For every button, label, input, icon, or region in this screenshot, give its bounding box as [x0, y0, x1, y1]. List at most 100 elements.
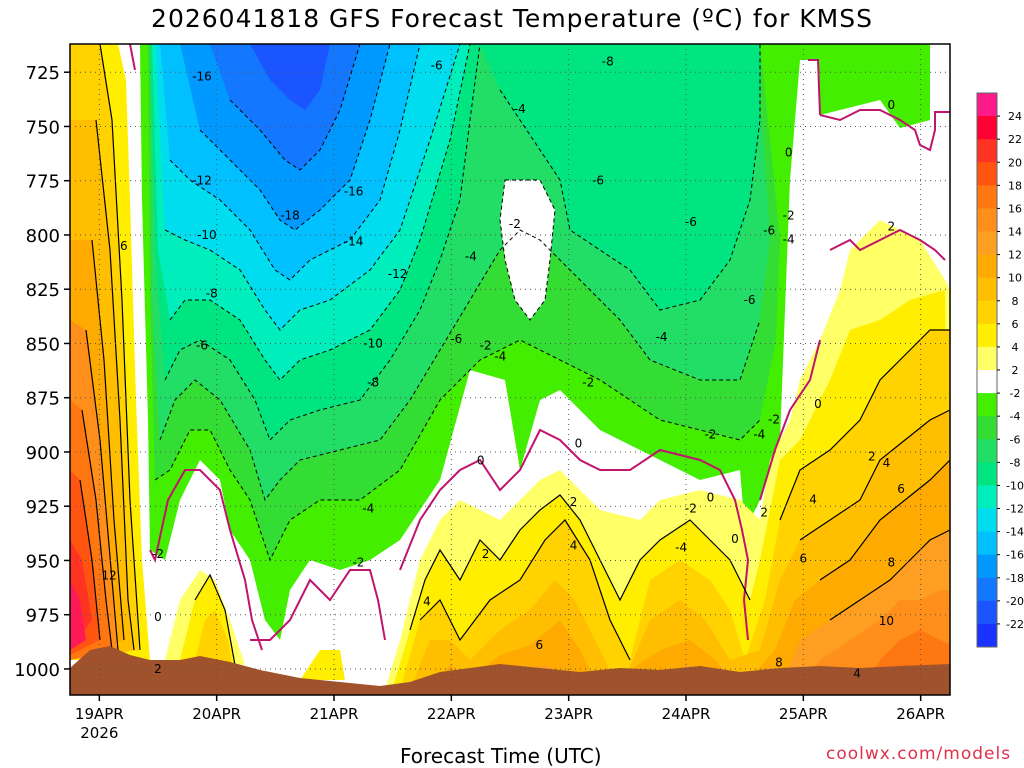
- colorbar-label: -16: [1006, 549, 1024, 562]
- x-tick-label: 25APR: [779, 705, 828, 723]
- contour-label: 2: [482, 547, 490, 561]
- contour-label: 2: [888, 219, 896, 233]
- colorbar-label: -12: [1006, 503, 1024, 516]
- x-tick-label: 22APR: [427, 705, 476, 723]
- contour-label: 0: [477, 454, 485, 468]
- colorbar-label: 20: [1008, 156, 1022, 169]
- colorbar-label: -10: [1006, 479, 1024, 492]
- colorbar-label: -2: [1010, 387, 1021, 400]
- chart-title: 2026041818 GFS Forecast Temperature (ºC)…: [151, 4, 873, 33]
- colorbar-swatch: [977, 162, 997, 186]
- contour-label: -4: [675, 540, 687, 554]
- colorbar-label: 22: [1008, 133, 1022, 146]
- contour-label: -4: [494, 349, 506, 363]
- x-tick-label: 24APR: [662, 705, 711, 723]
- y-axis: 725 750 775 800 825 850 875 900 925 950 975 1000: [14, 63, 70, 681]
- contour-label: -2: [352, 556, 364, 570]
- colorbar-swatch: [977, 577, 997, 602]
- y-tick-label: 1000: [14, 660, 60, 681]
- colorbar-swatch: [977, 600, 997, 625]
- colorbar-label: -6: [1010, 433, 1021, 446]
- contour-label: 6: [800, 551, 808, 565]
- contour-label: -4: [783, 232, 795, 246]
- contour-label: -6: [431, 59, 443, 73]
- contour-label: 8: [888, 556, 896, 570]
- colorbar-swatch: [977, 277, 997, 302]
- colorbar-label: -18: [1006, 572, 1024, 585]
- contour-label: -2: [783, 208, 795, 222]
- colorbar-swatch: [977, 416, 997, 440]
- contour-label: 6: [536, 638, 544, 652]
- colorbar-swatch: [977, 254, 997, 279]
- contour-label: -4: [514, 102, 526, 116]
- contour-label: 4: [883, 456, 891, 470]
- colorbar-label: -8: [1010, 456, 1021, 469]
- contour-label: 12: [101, 569, 116, 583]
- contour-label: 6: [120, 239, 128, 253]
- contour-label: -18: [280, 208, 300, 222]
- contour-label: 0: [707, 491, 715, 505]
- contour-label: -4: [656, 330, 668, 344]
- colorbar-swatch: [977, 508, 997, 533]
- contour-label: -6: [744, 293, 756, 307]
- y-tick-label: 950: [26, 551, 60, 572]
- colorbar-label: 2: [1012, 364, 1019, 377]
- contour-label: 4: [423, 595, 431, 609]
- contour-label: -14: [344, 234, 364, 248]
- colorbar-swatch: [977, 346, 997, 371]
- y-tick-label: 800: [26, 226, 60, 247]
- contour-label: -4: [753, 428, 765, 442]
- y-tick-label: 775: [26, 172, 60, 193]
- x-tick-label: 26APR: [896, 705, 945, 723]
- colorbar-label: 6: [1012, 318, 1019, 331]
- contour-label: 2: [760, 506, 768, 520]
- colorbar-swatch: [977, 323, 997, 348]
- x-tick-label: 23APR: [544, 705, 593, 723]
- colorbar-swatch: [977, 185, 997, 209]
- zero-contours: [129, 44, 950, 651]
- contour-label: -2: [685, 501, 697, 515]
- cold-contours: [154, 44, 761, 562]
- colorbar-label: -14: [1006, 526, 1024, 539]
- y-tick-label: 725: [26, 63, 60, 84]
- contour-label: -6: [763, 224, 775, 238]
- colorbar-swatch: [977, 300, 997, 325]
- contour-label: -12: [192, 174, 212, 188]
- contour-label: 4: [853, 666, 861, 680]
- colorbar-swatch: [977, 462, 997, 486]
- contour-label: -2: [152, 547, 164, 561]
- colorbar-swatch: [977, 231, 997, 256]
- colorbar: 24 22 20 18 16 14 12 10 8 6 4 2 -2 -4 -6 -8 -10 -12 -14 -16…: [976, 92, 1024, 648]
- contour-label: -12: [388, 267, 408, 281]
- contour-label: -8: [206, 287, 218, 301]
- contour-label: -6: [196, 339, 208, 353]
- contour-label: -2: [509, 217, 521, 231]
- colorbar-label: 16: [1008, 202, 1022, 215]
- colorbar-label: 12: [1008, 249, 1022, 262]
- contour-label: -6: [450, 332, 462, 346]
- colorbar-swatch: [977, 393, 997, 417]
- contour-label: -2: [480, 339, 492, 353]
- contour-label: -16: [344, 185, 364, 199]
- x-tick-label: 21APR: [310, 705, 359, 723]
- contour-label: 2: [154, 662, 162, 676]
- colorbar-label: 4: [1012, 341, 1019, 354]
- x-year-label: 2026: [80, 724, 118, 742]
- contour-label: 0: [154, 610, 162, 624]
- x-tick-label: 20APR: [192, 705, 241, 723]
- white-pocket-23apr: [500, 180, 555, 320]
- contour-label: -4: [465, 250, 477, 264]
- credit-text: coolwx.com/models: [826, 744, 1012, 764]
- colorbar-swatch: [977, 439, 997, 463]
- y-tick-label: 975: [26, 606, 60, 627]
- y-tick-label: 925: [26, 497, 60, 518]
- contour-label: 4: [809, 493, 817, 507]
- contour-labels: 612-202-16-12-10-8-6-18-16-14-12-10-8-4-…: [101, 54, 904, 680]
- contour-label: 10: [879, 614, 894, 628]
- contour-label: -2: [768, 412, 780, 426]
- colorbar-label: -4: [1010, 410, 1021, 423]
- temperature-field: [70, 44, 950, 695]
- contour-label: -16: [192, 70, 212, 84]
- colorbar-swatch: [977, 370, 997, 394]
